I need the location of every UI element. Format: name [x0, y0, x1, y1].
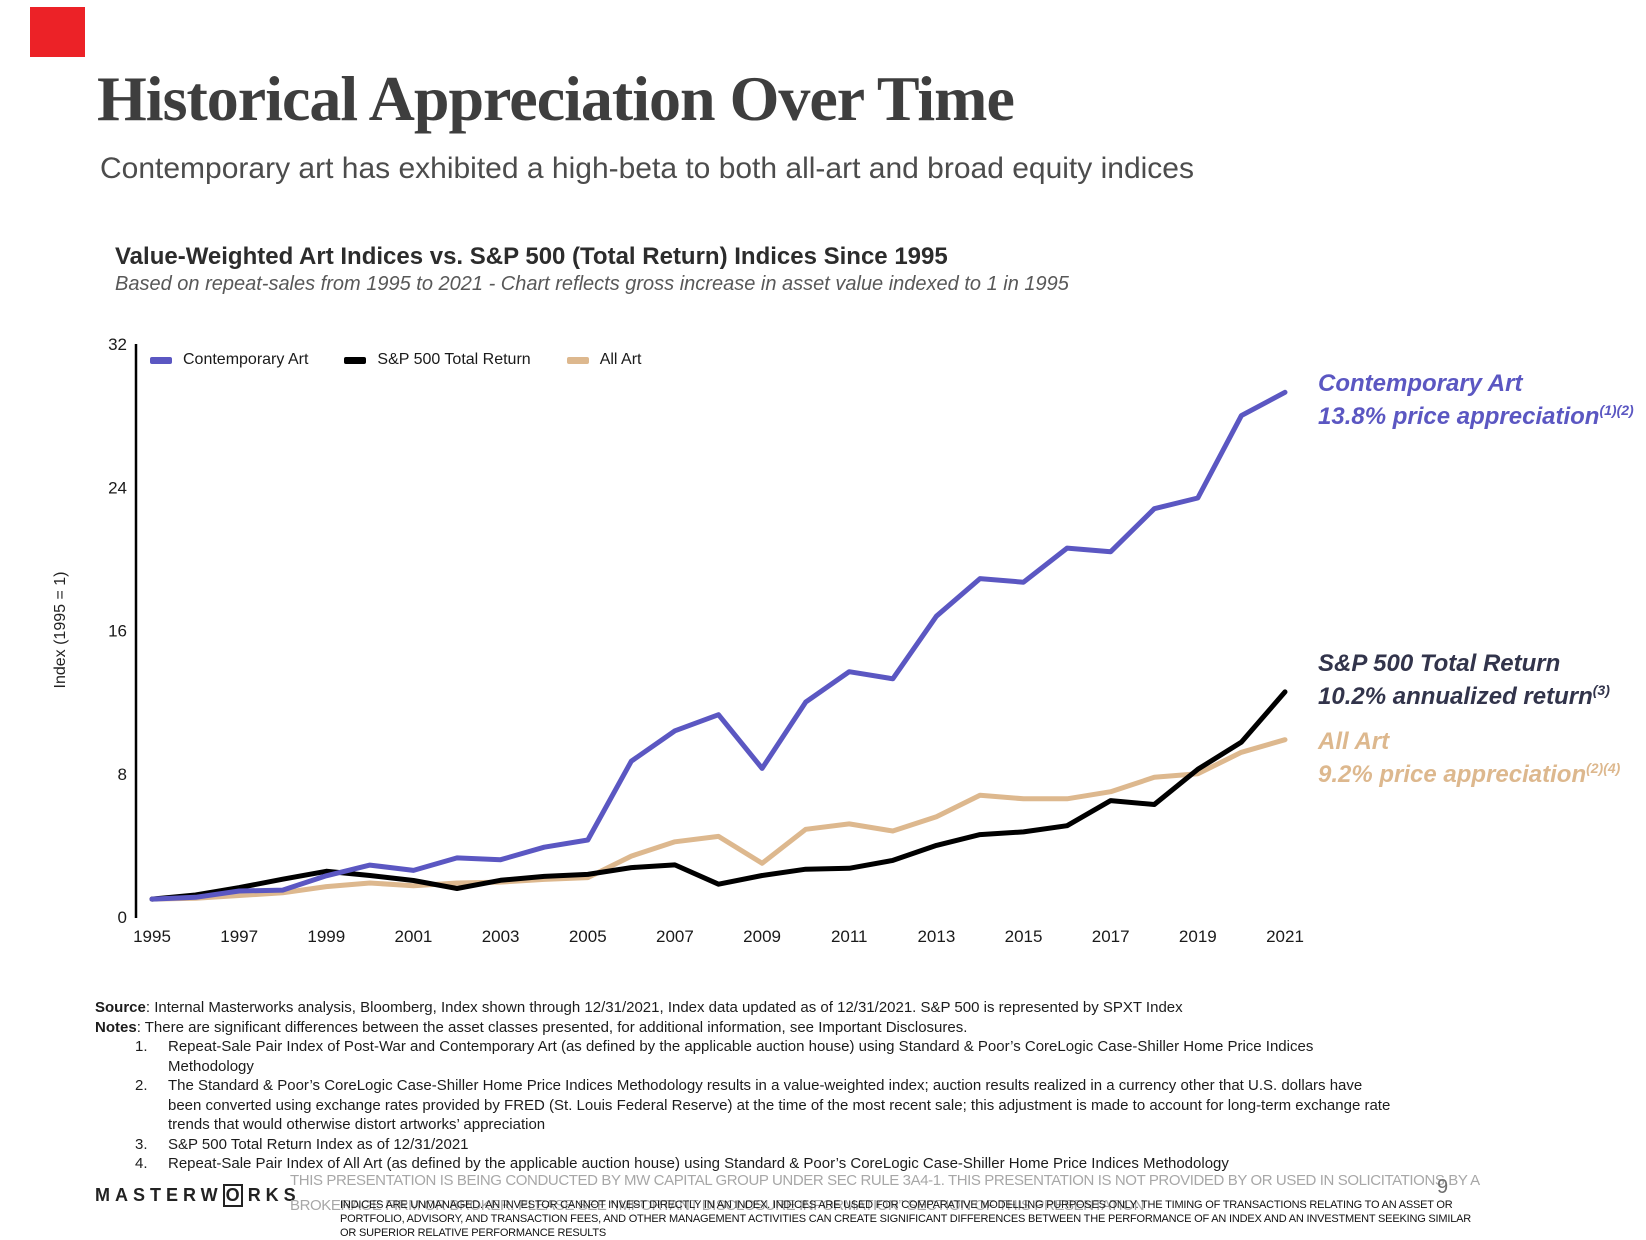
indices-disclaimer: INDICES ARE UNMANAGED. AN INVESTOR CANNO…	[340, 1199, 1472, 1239]
legend-item-contemporary-art: Contemporary Art	[150, 351, 308, 369]
source-line: Source: Internal Masterworks analysis, B…	[95, 999, 1183, 1016]
svg-text:2005: 2005	[569, 927, 607, 946]
page-title: Historical Appreciation Over Time	[97, 63, 1015, 134]
logo-o-box: O	[222, 1184, 243, 1207]
svg-text:2007: 2007	[656, 927, 694, 946]
legend-item-all-art: All Art	[566, 351, 642, 369]
legend-item-sp500: S&P 500 Total Return	[344, 351, 531, 369]
notes-line: Notes: There are significant differences…	[95, 1018, 968, 1036]
svg-text:0: 0	[118, 908, 127, 927]
masterworks-logo: MASTERW O RKS	[95, 1184, 301, 1207]
annotation-all-art: All Art 9.2% price appreciation(2)(4)	[1318, 728, 1620, 788]
annotation-return-value: 13.8% price appreciation(1)(2)	[1318, 402, 1634, 430]
y-axis-label: Index (1995 = 1)	[52, 571, 69, 689]
annotation-series-name: All Art	[1318, 728, 1390, 755]
svg-text:16: 16	[108, 622, 127, 641]
legend-label: All Art	[599, 351, 642, 368]
legend-label: S&P 500 Total Return	[377, 351, 531, 368]
annotation-series-name: S&P 500 Total Return	[1318, 650, 1561, 677]
svg-text:1999: 1999	[307, 927, 345, 946]
footnote-item: 2. The Standard & Poor’s CoreLogic Case-…	[135, 1077, 1391, 1133]
svg-text:2021: 2021	[1266, 927, 1304, 946]
annotation-return-value: 10.2% annualized return(3)	[1318, 682, 1610, 710]
svg-text:24: 24	[108, 478, 127, 497]
svg-text:2001: 2001	[395, 927, 433, 946]
svg-text:2013: 2013	[917, 927, 955, 946]
chart-legend: Contemporary Art S&P 500 Total Return Al…	[150, 351, 641, 369]
svg-text:2003: 2003	[482, 927, 520, 946]
all-art-swatch-icon	[566, 356, 589, 364]
annotation-sp500: S&P 500 Total Return 10.2% annualized re…	[1318, 650, 1610, 710]
svg-text:1997: 1997	[220, 927, 258, 946]
contemporary-art-swatch-icon	[150, 356, 172, 364]
sp500-swatch-icon	[344, 356, 367, 364]
svg-text:2015: 2015	[1005, 927, 1043, 946]
page-number: 9	[1437, 1176, 1449, 1198]
chart-subtitle: Based on repeat-sales from 1995 to 2021 …	[115, 273, 1069, 295]
brand-red-square	[30, 7, 85, 57]
annotation-return-value: 9.2% price appreciation(2)(4)	[1318, 760, 1621, 788]
legal-disclaimer: THIS PRESENTATION IS BEING CONDUCTED BY …	[290, 1172, 1480, 1214]
svg-text:8: 8	[118, 765, 127, 784]
footnote-item: 4. Repeat-Sale Pair Index of All Art (as…	[135, 1155, 1229, 1172]
chart-title: Value-Weighted Art Indices vs. S&P 500 (…	[115, 243, 948, 270]
svg-text:1995: 1995	[133, 927, 171, 946]
footnotes: Source: Internal Masterworks analysis, B…	[95, 998, 1495, 1174]
legend-label: Contemporary Art	[183, 351, 309, 368]
svg-text:32: 32	[108, 335, 127, 354]
svg-text:2017: 2017	[1092, 927, 1130, 946]
footnote-item: 1. Repeat-Sale Pair Index of Post-War an…	[135, 1038, 1314, 1075]
annotation-contemporary-art: Contemporary Art 13.8% price appreciatio…	[1318, 370, 1634, 430]
svg-text:2009: 2009	[743, 927, 781, 946]
footnote-item: 3. S&P 500 Total Return Index as of 12/3…	[135, 1135, 469, 1153]
page-subtitle: Contemporary art has exhibited a high-be…	[100, 152, 1194, 185]
annotation-series-name: Contemporary Art	[1318, 370, 1523, 397]
svg-text:2011: 2011	[831, 927, 868, 946]
svg-text:2019: 2019	[1179, 927, 1217, 946]
